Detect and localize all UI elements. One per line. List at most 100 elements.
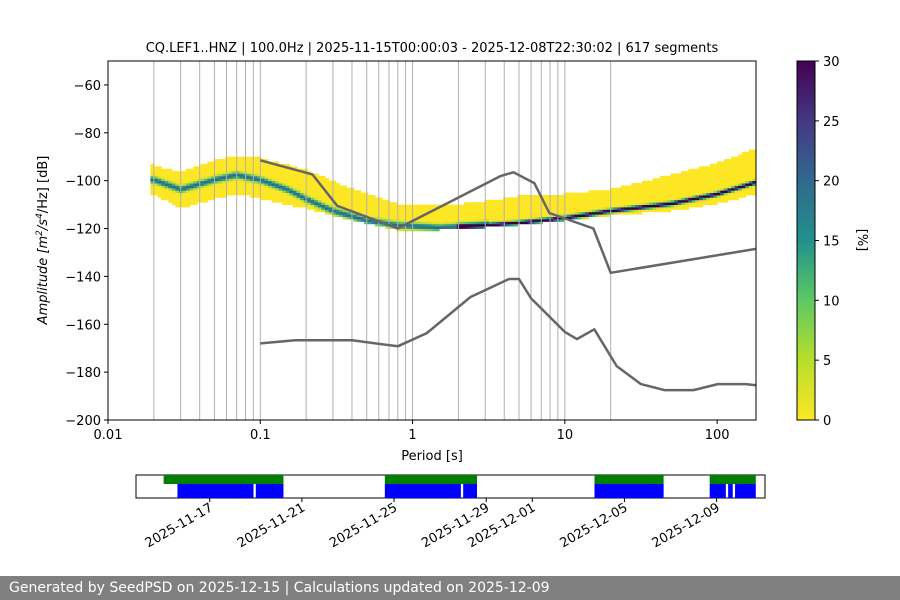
heatmap-cell: [659, 204, 664, 208]
heatmap-cell: [232, 173, 237, 177]
heatmap-cell: [300, 183, 305, 186]
heatmap-cell: [666, 183, 672, 186]
heatmap-cell: [699, 173, 704, 177]
heatmap-cell: [535, 195, 540, 198]
heatmap-cell: [602, 204, 607, 208]
heatmap-cell: [467, 202, 472, 205]
heatmap-cell: [193, 168, 198, 172]
heatmap-cell: [520, 202, 526, 205]
heatmap-cell: [624, 195, 629, 198]
heatmap-cell: [663, 204, 668, 208]
heatmap-cell: [360, 209, 365, 213]
heatmap-cell: [709, 187, 714, 191]
heatmap-cell: [296, 175, 301, 179]
heatmap-cell: [592, 192, 597, 196]
heatmap-cell: [752, 183, 756, 186]
heatmap-cell: [542, 211, 547, 215]
heatmap-cell: [748, 163, 754, 167]
heatmap-cell: [659, 175, 664, 179]
heatmap-cell: [645, 187, 650, 191]
heatmap-cell: [560, 219, 565, 222]
heatmap-cell: [260, 195, 266, 198]
heatmap-cell: [570, 199, 575, 203]
heatmap-cell: [716, 183, 721, 186]
heatmap-cell: [620, 202, 625, 205]
heatmap-cell: [748, 156, 754, 160]
heatmap-cell: [652, 183, 657, 186]
heatmap-cell: [332, 195, 337, 198]
heatmap-cell: [595, 199, 600, 203]
heatmap-cell: [414, 207, 419, 210]
heatmap-cell: [624, 209, 629, 213]
heatmap-cell: [193, 187, 198, 191]
heatmap-cell: [200, 163, 205, 167]
heatmap-cell: [260, 161, 266, 165]
heatmap-cell: [314, 187, 319, 191]
heatmap-cell: [592, 214, 597, 217]
heatmap-cell: [203, 187, 209, 191]
heatmap-cell: [164, 197, 169, 201]
heatmap-cell: [339, 199, 344, 203]
heatmap-cell: [695, 185, 700, 189]
heatmap-cell: [631, 185, 636, 189]
heatmap-cell: [278, 183, 283, 186]
heatmap-cell: [617, 197, 622, 201]
heatmap-cell: [264, 190, 269, 193]
heatmap-cell: [734, 187, 739, 191]
heatmap-cell: [321, 180, 326, 184]
heatmap-cell: [325, 199, 330, 203]
heatmap-cell: [314, 209, 319, 213]
heatmap-cell: [346, 190, 351, 193]
heatmap-cell: [663, 180, 668, 184]
heatmap-cell: [257, 192, 262, 196]
heatmap-cell: [513, 202, 518, 205]
heatmap-cell: [168, 168, 173, 172]
heatmap-cell: [196, 173, 201, 177]
heatmap-cell: [592, 199, 597, 203]
heatmap-cell: [528, 202, 533, 205]
heatmap-cell: [613, 209, 618, 213]
heatmap-cell: [585, 216, 590, 220]
heatmap-cell: [460, 211, 465, 215]
heatmap-cell: [691, 204, 697, 208]
heatmap-cell: [321, 178, 326, 182]
heatmap-cell: [250, 159, 255, 162]
heatmap-cell: [634, 209, 640, 213]
heatmap-cell: [246, 161, 251, 165]
heatmap-cell: [599, 207, 604, 210]
heatmap-cell: [567, 216, 572, 220]
heatmap-cell: [200, 183, 205, 186]
heatmap-cell: [691, 199, 697, 203]
heatmap-cell: [752, 168, 756, 172]
heatmap-cell: [203, 180, 209, 184]
heatmap-cell: [442, 221, 447, 225]
heatmap-cell: [246, 156, 251, 160]
heatmap-cell: [289, 192, 294, 196]
heatmap-cell: [478, 216, 483, 220]
heatmap-cell: [638, 195, 643, 198]
heatmap-cell: [317, 185, 323, 189]
heatmap-cell: [463, 204, 469, 208]
heatmap-cell: [389, 226, 394, 229]
heatmap-cell: [203, 168, 209, 172]
heatmap-cell: [449, 216, 454, 220]
heatmap-cell: [706, 173, 711, 177]
heatmap-cell: [289, 187, 294, 191]
heatmap-cell: [374, 223, 380, 227]
heatmap-cell: [357, 219, 362, 222]
heatmap-cell: [666, 190, 672, 193]
heatmap-cell: [442, 226, 447, 229]
heatmap-cell: [577, 214, 583, 217]
heatmap-cell: [442, 223, 447, 227]
heatmap-cell: [157, 178, 162, 182]
heatmap-cell: [328, 202, 333, 205]
heatmap-cell: [741, 171, 746, 174]
heatmap-cell: [424, 228, 429, 232]
heatmap-cell: [723, 175, 729, 179]
heatmap-cell: [218, 187, 223, 191]
heatmap-cell: [271, 171, 276, 174]
heatmap-cell: [595, 190, 600, 193]
heatmap-cell: [613, 190, 618, 193]
heatmap-cell: [325, 197, 330, 201]
heatmap-cell: [738, 166, 743, 170]
